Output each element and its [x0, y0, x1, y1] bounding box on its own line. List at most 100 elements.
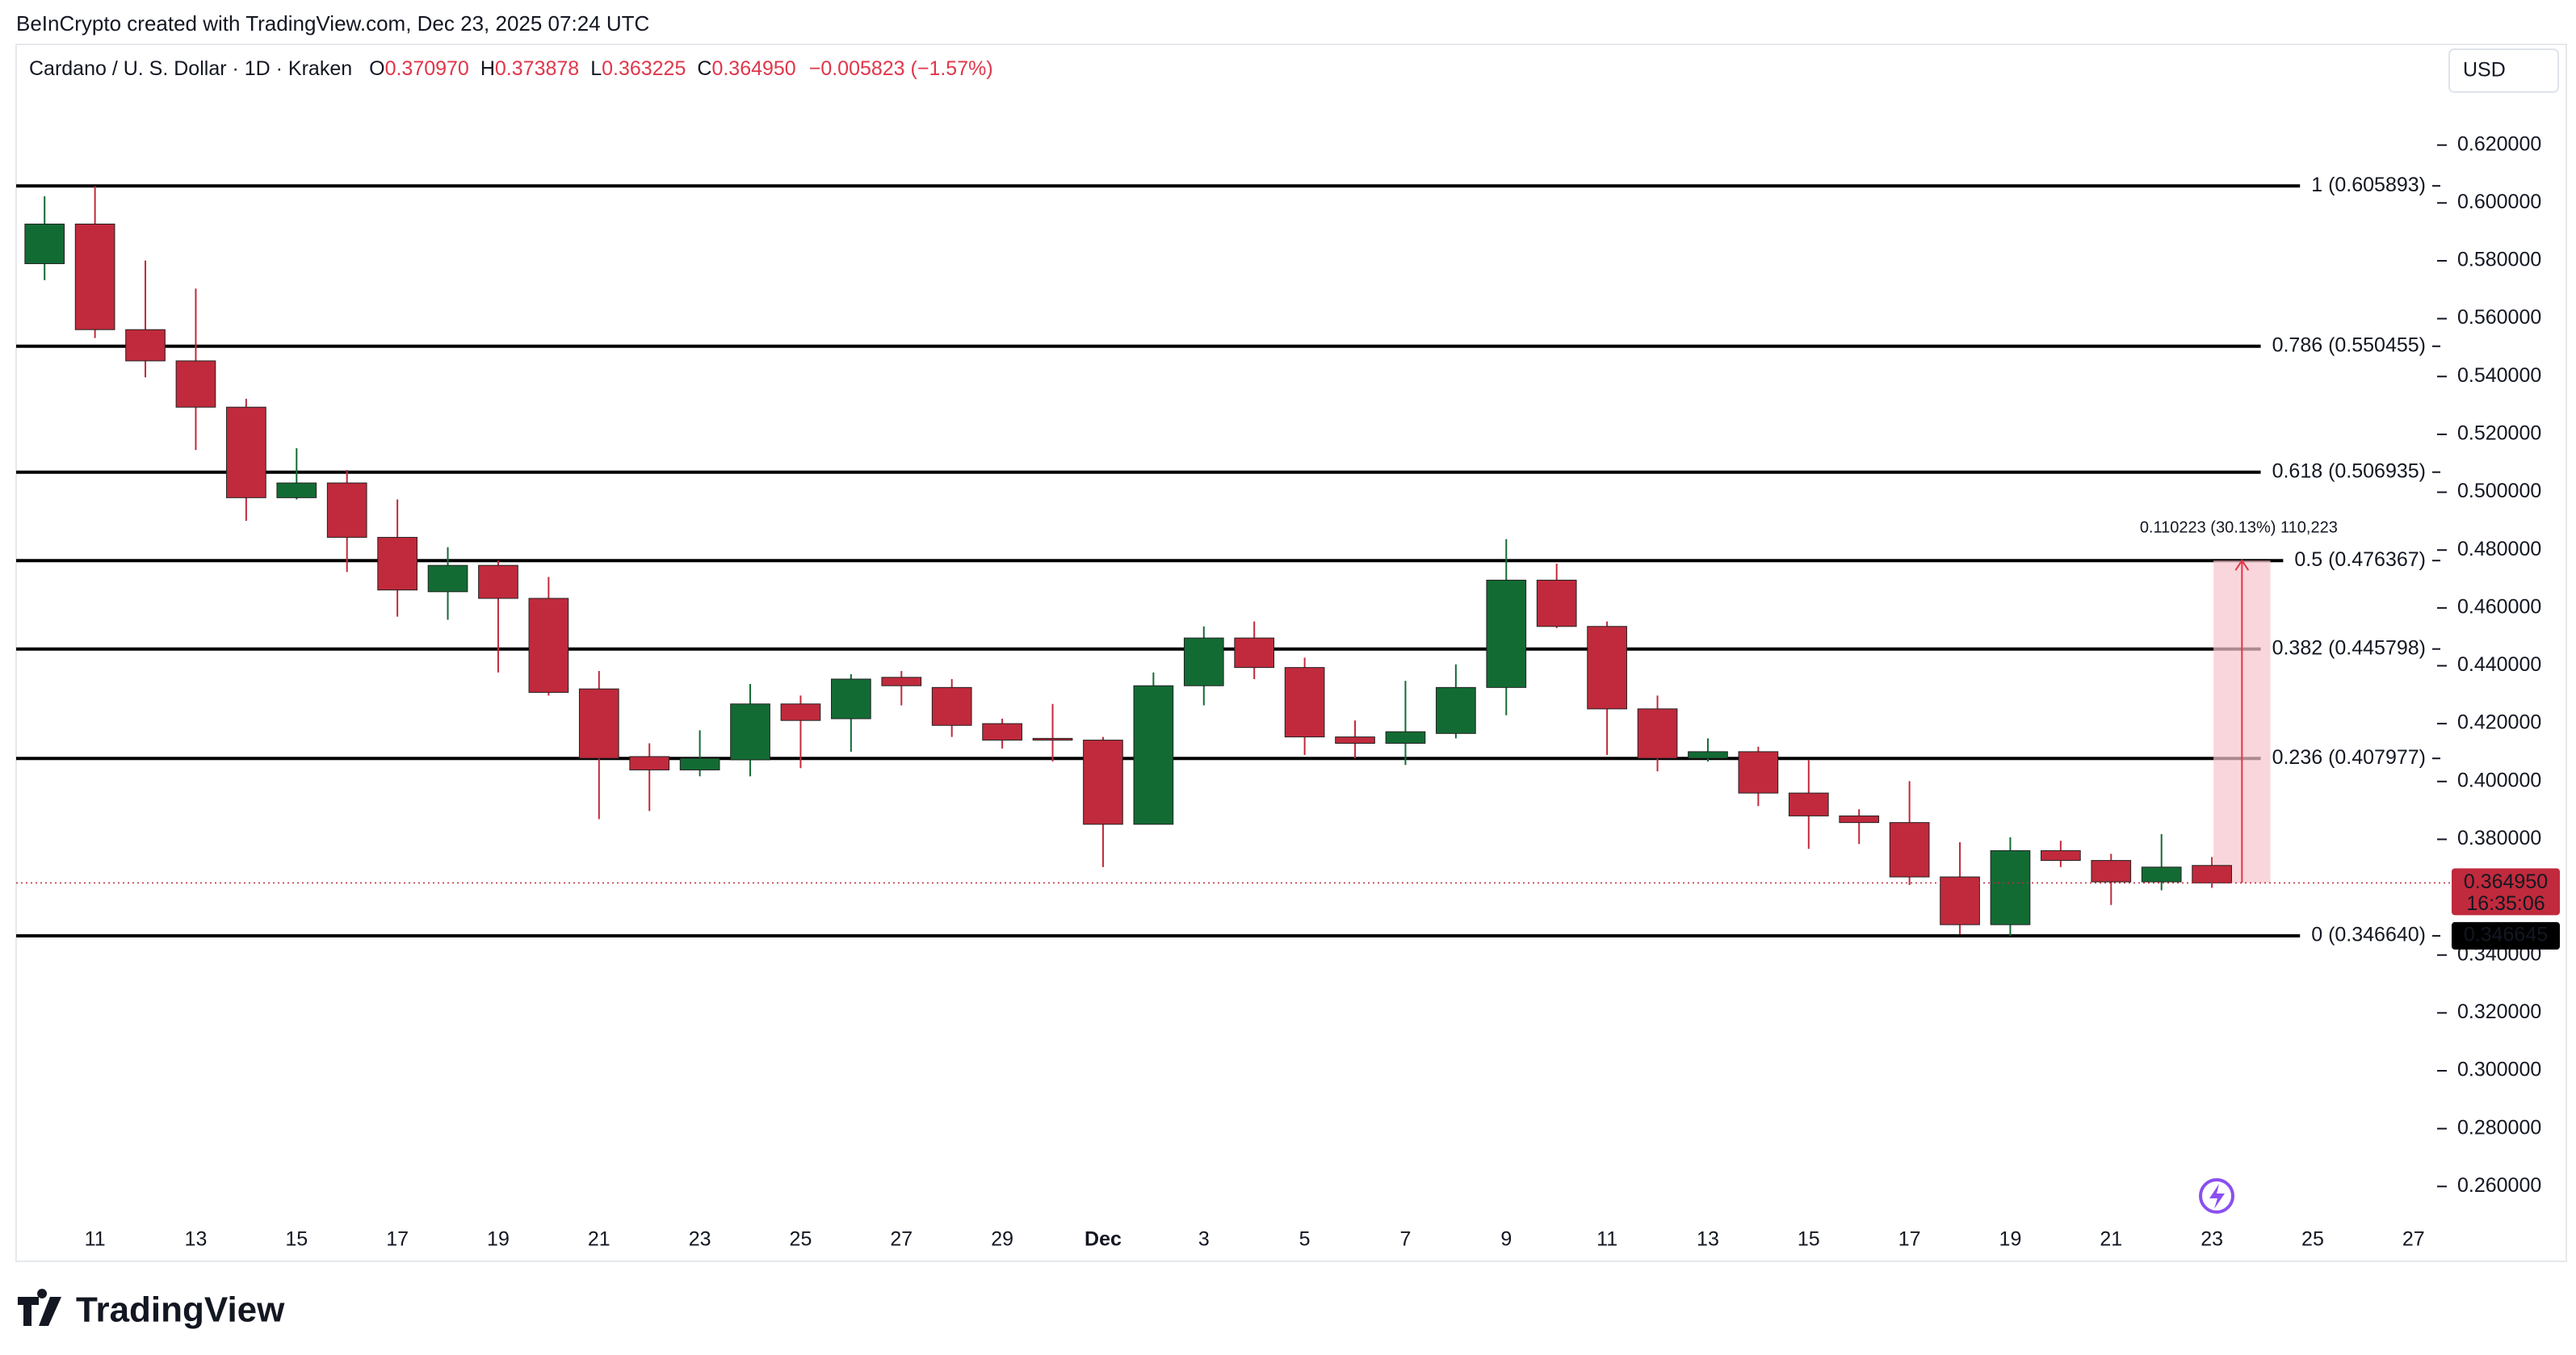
candle-body: [1637, 708, 1678, 759]
x-tick-label: 13: [185, 1228, 208, 1251]
x-tick-label: 13: [1697, 1228, 1719, 1251]
y-tick-label: 0.280000: [2457, 1116, 2541, 1139]
plot: 0.620000 0.600000 0.580000 0.560000 0.540000…: [16, 132, 2560, 1251]
candle-body: [1335, 736, 1375, 744]
y-tick-label: 0.500000: [2457, 480, 2541, 502]
fib-label: 0.618 (0.506935): [2272, 459, 2426, 482]
x-tick-label: 17: [386, 1228, 409, 1251]
x-tick-label: 23: [689, 1228, 711, 1251]
low-price-label: 0.346645: [2464, 924, 2548, 946]
candle-body: [1839, 815, 1880, 824]
fib-label: 0.5 (0.476367): [2294, 548, 2426, 571]
legend-value: 0.363225: [602, 57, 686, 80]
x-tick-label: 9: [1500, 1228, 1512, 1251]
candle-body: [1083, 740, 1123, 825]
symbol: Cardano / U. S. Dollar · 1D · Kraken: [29, 57, 352, 80]
x-tick-label: 27: [890, 1228, 913, 1251]
y-tick-label: 0.320000: [2457, 1001, 2541, 1023]
candle-body: [982, 723, 1022, 741]
x-tick-label: 3: [1198, 1228, 1210, 1251]
x-tick-label: 15: [285, 1228, 308, 1251]
candle-body: [629, 756, 670, 770]
x-tick-label: 11: [85, 1228, 106, 1251]
candle-body: [1385, 731, 1426, 744]
candle-body: [1688, 751, 1728, 759]
y-tick-label: 0.260000: [2457, 1174, 2541, 1197]
currency-button[interactable]: [2448, 48, 2559, 93]
brand-mark: [18, 1289, 61, 1326]
y-tick-label: 0.520000: [2457, 422, 2541, 445]
x-tick-label: 7: [1400, 1228, 1412, 1251]
candle-body: [226, 406, 266, 498]
y-tick-label: 0.380000: [2457, 827, 2541, 849]
y-tick-label: 0.460000: [2457, 595, 2541, 618]
x-tick-label: 27: [2402, 1228, 2425, 1251]
candle-body: [1990, 849, 2031, 925]
candle-body: [1788, 792, 1829, 816]
candle-body: [2091, 860, 2132, 883]
legend-key: L: [590, 57, 602, 80]
candle-body: [1436, 686, 1476, 734]
legend-value: 0.364950: [711, 57, 795, 80]
candle-body: [780, 703, 821, 721]
candle-body: [1738, 751, 1779, 794]
low-price-tag: [2452, 921, 2560, 950]
x-tick-label: 23: [2201, 1228, 2223, 1251]
candle-body: [2141, 866, 2182, 883]
y-tick-label: 0.300000: [2457, 1059, 2541, 1081]
legend-value: 0.370970: [385, 57, 469, 80]
y-tick-label: 0.440000: [2457, 653, 2541, 676]
legend-key: H: [480, 57, 495, 80]
alert-icon[interactable]: [2199, 1178, 2234, 1214]
measure-arrowhead: [2234, 559, 2250, 571]
candle-body: [1486, 579, 1527, 688]
alert-bolt: [2209, 1184, 2225, 1209]
y-tick-label: 0.400000: [2457, 769, 2541, 791]
credit: BeInCrypto created with TradingView.com,…: [16, 11, 649, 36]
candle-body: [1284, 667, 1325, 738]
brand-name: TradingView: [76, 1290, 285, 1330]
currency-label[interactable]: USD: [2463, 59, 2506, 82]
fib-label: 1 (0.605893): [2311, 174, 2426, 196]
candle-body: [831, 678, 871, 719]
candle-body: [881, 677, 922, 686]
fib-label: 0 (0.346640): [2311, 924, 2426, 946]
legend-key: C: [697, 57, 711, 80]
y-tick-label: 0.580000: [2457, 249, 2541, 271]
candle-body: [175, 360, 216, 408]
x-tick-label: 29: [991, 1228, 1013, 1251]
y-tick-label: 0.540000: [2457, 364, 2541, 387]
candle-body: [1183, 637, 1224, 686]
candle-body: [528, 598, 569, 693]
y-tick-label: 0.620000: [2457, 132, 2541, 155]
legend-change: −0.005823 (−1.57%): [809, 57, 993, 80]
fib-label: 0.382 (0.445798): [2272, 636, 2426, 659]
brand-logo: TradingView: [18, 1289, 285, 1330]
candle-body: [276, 482, 317, 498]
last-price-label: 0.364950: [2464, 870, 2548, 893]
candle-body: [326, 482, 367, 538]
x-tick-label: 25: [2301, 1228, 2324, 1251]
y-tick-label: 0.480000: [2457, 538, 2541, 560]
x-tick-label: 21: [2100, 1228, 2122, 1251]
candle-body: [679, 757, 720, 770]
x-tick-label: 25: [790, 1228, 812, 1251]
x-tick-label: 5: [1299, 1228, 1311, 1251]
x-tick-label: 17: [1898, 1228, 1921, 1251]
legend-value: 0.373878: [495, 57, 579, 80]
candle-body: [377, 536, 417, 591]
x-tick-label: 15: [1798, 1228, 1820, 1251]
legend-key: O: [369, 57, 384, 80]
candle-body: [427, 564, 468, 593]
x-tick-label: 11: [1596, 1228, 1617, 1251]
fib-label: 0.236 (0.407977): [2272, 746, 2426, 769]
candle-body: [1536, 579, 1577, 627]
y-tick-label: 0.560000: [2457, 306, 2541, 329]
candle-body: [1133, 685, 1174, 825]
candle-body: [931, 686, 972, 726]
legend: Cardano / U. S. Dollar · 1D · Kraken O0.…: [29, 57, 993, 80]
candle-body: [1032, 737, 1073, 741]
x-tick-label: 21: [588, 1228, 610, 1251]
x-tick-label: 19: [1999, 1228, 2022, 1251]
